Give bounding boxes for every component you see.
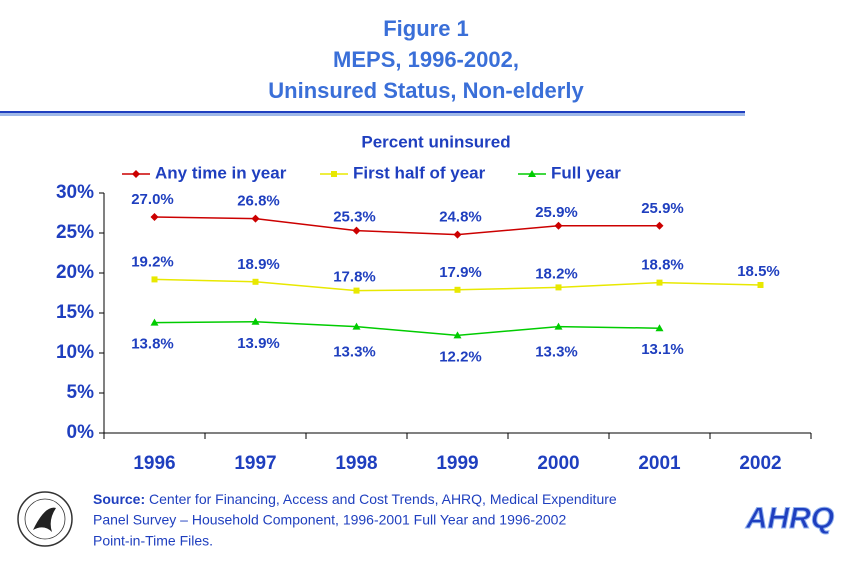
y-tick-label: 25% [56, 222, 94, 243]
value-label: 27.0% [131, 191, 174, 208]
y-tick-label: 10% [56, 342, 94, 363]
marker [150, 318, 159, 326]
y-tick-label: 0% [67, 422, 95, 443]
chart-title: MEPS, 1996-2002, [333, 47, 519, 72]
y-tick-label: 20% [56, 262, 94, 283]
y-tick-label: 5% [67, 382, 95, 403]
marker [251, 317, 260, 325]
value-label: 18.2% [535, 265, 578, 282]
series-line [154, 321, 660, 337]
source-text: Center for Financing, Access and Cost Tr… [149, 491, 617, 507]
x-tick-label: 1999 [436, 453, 478, 474]
legend-label: Full year [551, 163, 621, 182]
logo: AHRQ [745, 502, 834, 535]
divider-shadow [0, 113, 745, 116]
marker [555, 284, 562, 291]
x-tick-label: 1997 [234, 453, 276, 474]
value-label: 17.8% [333, 269, 376, 286]
marker [656, 279, 663, 286]
chart-title: Figure 1 [383, 16, 469, 41]
value-label: 25.9% [535, 204, 578, 221]
x-tick-label: 1996 [133, 453, 175, 474]
value-label: 18.9% [237, 256, 280, 273]
value-label: 18.5% [737, 263, 780, 280]
legend-label: First half of year [353, 163, 486, 182]
source: Panel Survey – Household Component, 1996… [93, 512, 566, 528]
marker [554, 221, 563, 230]
value-label: 13.3% [535, 344, 578, 361]
value-label: 25.9% [641, 200, 684, 217]
marker [252, 278, 259, 285]
marker [554, 322, 563, 330]
series-line [154, 216, 660, 236]
marker [454, 286, 461, 293]
source: Point-in-Time Files. [93, 533, 213, 549]
legend-marker [132, 170, 140, 178]
value-label: 13.3% [333, 344, 376, 361]
marker [655, 324, 664, 332]
marker [453, 230, 462, 239]
marker [150, 213, 159, 221]
marker [757, 282, 764, 288]
marker [353, 287, 360, 294]
y-tick-label: 30% [56, 182, 94, 203]
marker [352, 322, 361, 330]
value-label: 13.1% [641, 341, 684, 358]
value-label: 24.8% [439, 209, 482, 226]
x-tick-label: 2000 [537, 453, 579, 474]
value-label: 25.3% [333, 209, 376, 226]
marker [453, 331, 462, 339]
marker [352, 226, 361, 235]
y-tick-label: 15% [56, 302, 94, 323]
marker [251, 214, 260, 223]
marker [655, 221, 664, 230]
subtitle: Percent uninsured [361, 132, 510, 151]
value-label: 17.9% [439, 264, 482, 281]
legend-marker [528, 170, 536, 177]
value-label: 26.8% [237, 193, 280, 210]
source: Source: Center for Financing, Access and… [93, 491, 617, 507]
x-tick-label: 2002 [739, 453, 781, 474]
value-label: 12.2% [439, 348, 482, 365]
divider [0, 111, 745, 113]
value-label: 19.2% [131, 253, 174, 270]
value-label: 18.8% [641, 257, 684, 274]
hhs-seal [17, 491, 73, 547]
x-tick-label: 1998 [335, 453, 377, 474]
value-label: 13.8% [131, 336, 174, 353]
legend-label: Any time in year [155, 163, 287, 182]
legend-marker [331, 171, 337, 177]
marker [151, 276, 158, 283]
source-label: Source: [93, 491, 145, 507]
value-label: 13.9% [237, 335, 280, 352]
chart-title: Uninsured Status, Non-elderly [268, 78, 584, 103]
x-tick-label: 2001 [638, 453, 681, 474]
